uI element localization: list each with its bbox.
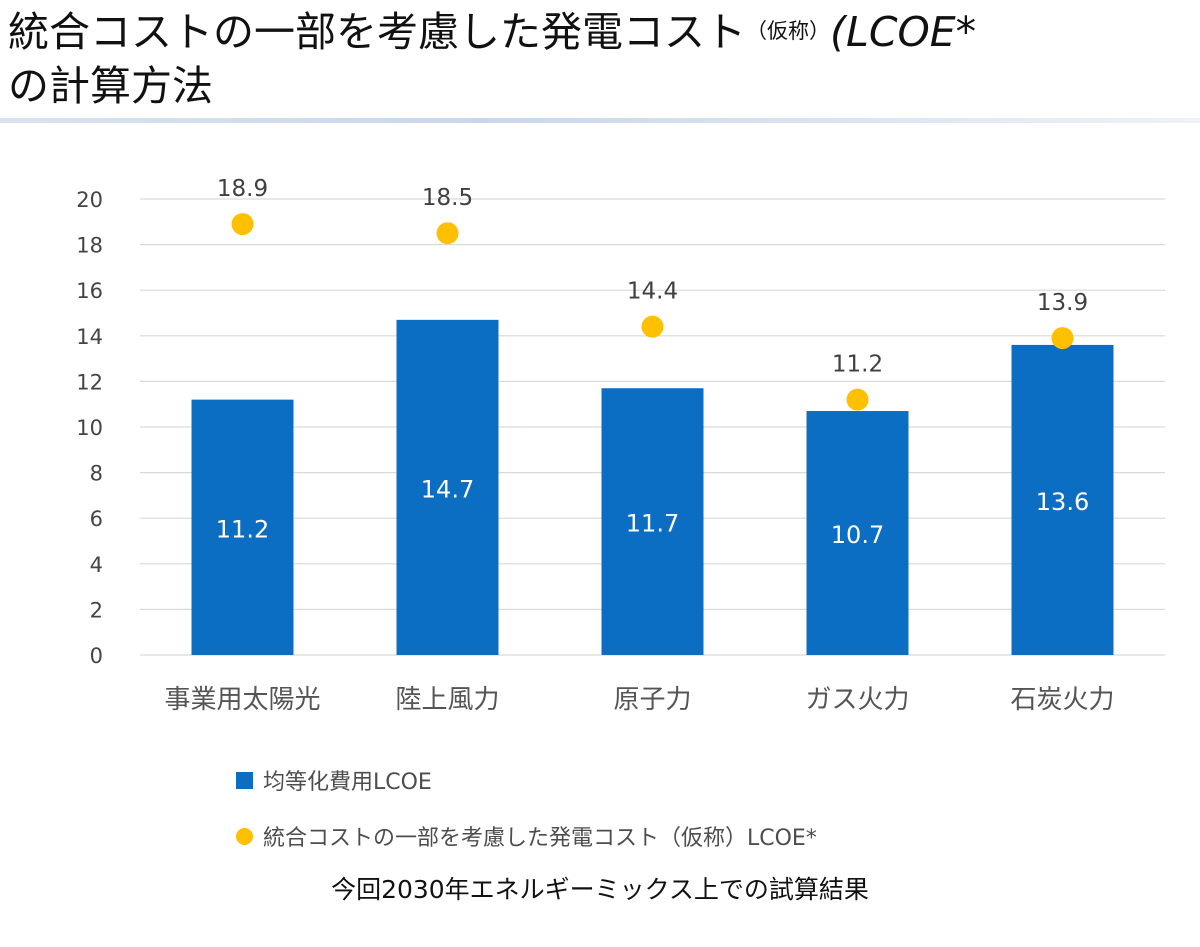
marker-point <box>231 213 254 236</box>
marker-point <box>641 315 664 338</box>
bar-series: 11.2 14.7 11.7 10.7 13.6 <box>191 319 1114 655</box>
y-tick-label: 20 <box>76 188 103 212</box>
page-title: 統合コストの一部を考慮した発電コスト（仮称）(LCOE* の計算方法 <box>8 4 1198 113</box>
bar <box>806 411 909 655</box>
marker-value-label: 11.2 <box>832 352 883 378</box>
marker-value-label: 18.9 <box>217 176 268 202</box>
y-tick-label: 2 <box>90 598 103 622</box>
y-tick-label: 6 <box>90 507 103 531</box>
bar <box>1011 344 1114 655</box>
bar-value-label: 10.7 <box>831 521 884 549</box>
marker-point <box>1051 327 1074 350</box>
y-tick-label: 4 <box>90 553 103 577</box>
bar-value-label: 13.6 <box>1036 488 1089 516</box>
bar-value-label: 14.7 <box>421 475 474 503</box>
footer-note: 今回2030年エネルギーミックス上での試算結果 <box>331 875 869 904</box>
x-tick-label: ガス火力 <box>805 685 909 715</box>
bar <box>601 388 704 655</box>
title-divider <box>0 118 1200 123</box>
y-tick-label: 18 <box>76 234 103 258</box>
bar <box>396 319 499 655</box>
x-axis-ticks: 事業用太陽光 陸上風力 原子力 ガス火力 石炭火力 <box>164 685 1114 715</box>
marker-value-label: 14.4 <box>627 279 678 305</box>
legend-label-marker: 統合コストの一部を考慮した発電コスト（仮称）LCOE* <box>263 826 817 851</box>
x-tick-label: 陸上風力 <box>395 685 499 715</box>
marker-point <box>846 388 869 411</box>
x-tick-label: 原子力 <box>613 685 691 715</box>
y-tick-label: 0 <box>90 644 103 668</box>
legend-item-marker: 統合コストの一部を考慮した発電コスト（仮称）LCOE* <box>236 808 817 864</box>
marker-point <box>436 222 459 245</box>
title-line-1: 統合コストの一部を考慮した発電コスト（仮称）(LCOE* <box>8 4 1198 59</box>
marker-value-label: 13.9 <box>1037 290 1088 316</box>
y-axis-ticks: 0 2 4 6 8 10 12 14 16 18 20 <box>76 188 103 668</box>
y-tick-label: 14 <box>76 325 103 349</box>
chart-legend: 均等化費用LCOE 統合コストの一部を考慮した発電コスト（仮称）LCOE* <box>236 752 817 864</box>
y-tick-label: 16 <box>76 279 103 303</box>
title-suffix-text: (LCOE* <box>830 8 977 56</box>
legend-label-bar: 均等化費用LCOE <box>263 770 432 795</box>
legend-swatch-marker <box>236 827 253 845</box>
y-tick-label: 12 <box>76 370 103 394</box>
title-main-text: 統合コストの一部を考慮した発電コスト <box>8 8 746 56</box>
title-line-2: の計算方法 <box>8 62 213 110</box>
x-tick-label: 事業用太陽光 <box>164 685 320 715</box>
title-small-text: （仮称） <box>746 19 830 43</box>
legend-swatch-bar <box>236 771 253 789</box>
y-tick-label: 8 <box>90 462 103 486</box>
marker-value-label: 18.5 <box>422 185 473 211</box>
legend-item-bar: 均等化費用LCOE <box>236 752 817 808</box>
bar-value-label: 11.7 <box>626 510 679 538</box>
bar <box>191 399 294 655</box>
marker-series: 18.9 18.5 14.4 11.2 13.9 <box>217 176 1088 411</box>
y-tick-label: 10 <box>76 416 103 440</box>
x-tick-label: 石炭火力 <box>1010 685 1114 715</box>
bar-value-label: 11.2 <box>216 515 269 543</box>
